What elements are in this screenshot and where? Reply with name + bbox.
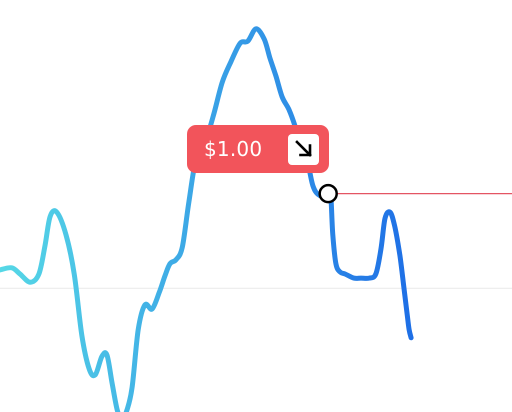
price-badge[interactable]: $1.00 bbox=[187, 125, 329, 173]
current-price-marker[interactable] bbox=[318, 183, 338, 204]
arrow-down-right-icon bbox=[288, 133, 319, 165]
price-value: $1.00 bbox=[204, 137, 263, 161]
price-series-line bbox=[0, 26, 414, 412]
